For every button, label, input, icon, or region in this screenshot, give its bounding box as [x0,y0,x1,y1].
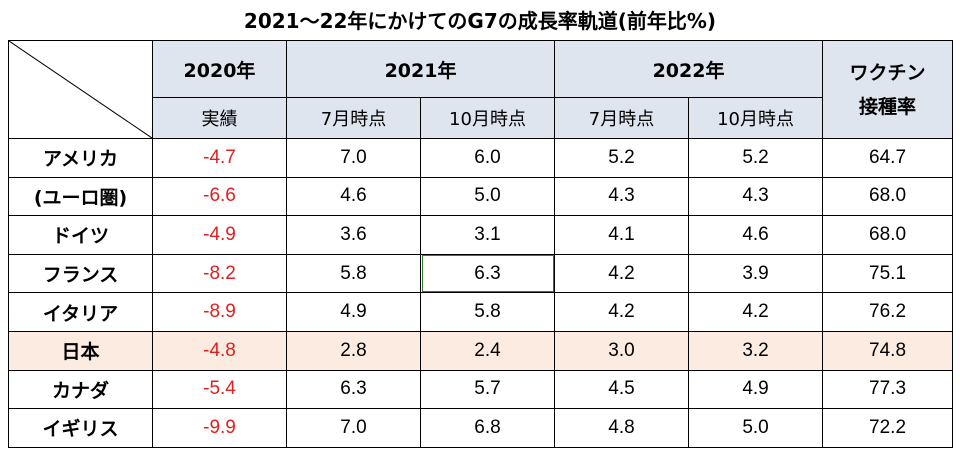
country-cell: ドイツ [8,215,153,255]
header-2022-oct: 10月時点 [688,97,824,139]
jul-2021-cell: 4.6 [286,176,421,217]
header-row-sub: 実績 7月時点 10月時点 7月時点 10月時点 [9,97,953,139]
actual-2020-cell: -4.7 [152,138,287,178]
jul-2021-cell: 3.6 [286,215,421,255]
oct-2022-cell: 4.6 [688,215,824,255]
country-cell: フランス [8,253,153,294]
jul-2022-cell: 4.3 [554,176,690,217]
header-vaccine-line2: 接種率 [859,95,917,118]
table-row: ドイツ -4.9 3.6 3.1 4.1 4.6 68.0 [8,215,954,255]
header-2022-jul: 7月時点 [554,97,690,139]
country-cell: イタリア [8,292,153,332]
oct-2021-cell: 6.0 [419,138,556,178]
jul-2022-cell: 4.2 [554,253,690,294]
oct-2022-cell: 4.9 [688,369,824,410]
header-2021-jul: 7月時点 [286,97,421,139]
actual-2020-cell: -9.9 [152,408,287,448]
header-vaccine: ワクチン 接種率 [822,40,954,139]
actual-2020-cell: -6.6 [152,176,287,217]
actual-2020-cell: -4.8 [152,330,287,371]
diagonal-line [9,41,152,138]
header-vaccine-line1: ワクチン [849,61,926,84]
oct-2022-cell: 3.9 [688,253,824,294]
country-cell: 日本 [8,330,153,371]
jul-2021-cell: 7.0 [286,138,421,178]
vaccine-cell: 75.1 [822,253,954,294]
growth-table: 2020年 2021年 2022年 ワクチン 接種率 実績 7月時点 10月時点… [8,40,954,448]
header-2022: 2022年 [554,40,824,98]
vaccine-cell: 64.7 [822,138,954,178]
jul-2022-cell: 4.5 [554,369,690,410]
oct-2021-cell: 5.7 [419,369,556,410]
table-row: カナダ -5.4 6.3 5.7 4.5 4.9 77.3 [8,369,954,410]
country-cell: (ユーロ圏) [8,176,153,217]
actual-2020-cell: -4.9 [152,215,287,255]
jul-2022-cell: 4.2 [554,292,690,332]
table-row: (ユーロ圏) -6.6 4.6 5.0 4.3 4.3 68.0 [8,176,954,217]
vaccine-cell: 77.3 [822,369,954,410]
table-row: イタリア -8.9 4.9 5.8 4.2 4.2 76.2 [8,292,954,332]
oct-2022-cell: 3.2 [688,330,824,371]
oct-2021-cell: 6.8 [419,408,556,448]
jul-2021-cell: 2.8 [286,330,421,371]
country-cell: イギリス [8,408,153,448]
oct-2022-cell: 5.2 [688,138,824,178]
oct-2021-cell: 5.8 [419,292,556,332]
table-row: イギリス -9.9 7.0 6.8 4.8 5.0 72.2 [8,408,954,448]
table-row-japan: 日本 -4.8 2.8 2.4 3.0 3.2 74.8 [8,330,954,371]
oct-2022-cell: 4.2 [688,292,824,332]
corner-cell [8,40,153,139]
vaccine-cell: 68.0 [822,215,954,255]
header-actual: 実績 [152,97,287,139]
oct-2021-cell: 2.4 [419,330,556,371]
country-cell: カナダ [8,369,153,410]
actual-2020-cell: -8.2 [152,253,287,294]
jul-2022-cell: 5.2 [554,138,690,178]
actual-2020-cell: -5.4 [152,369,287,410]
jul-2021-cell: 4.9 [286,292,421,332]
oct-2022-cell: 4.3 [688,176,824,217]
table-row: フランス -8.2 5.8 6.3 4.2 3.9 75.1 [8,253,954,294]
vaccine-cell: 72.2 [822,408,954,448]
header-row-years: 2020年 2021年 2022年 ワクチン 接種率 [8,40,954,139]
jul-2021-cell: 7.0 [286,408,421,448]
jul-2022-cell: 4.8 [554,408,690,448]
oct-2022-cell: 5.0 [688,408,824,448]
jul-2021-cell: 5.8 [286,253,421,294]
country-cell: アメリカ [8,138,153,178]
jul-2022-cell: 3.0 [554,330,690,371]
vaccine-cell: 76.2 [822,292,954,332]
chart-title: 2021～22年にかけてのG7の成長率軌道(前年比%) [243,9,717,33]
table-row: アメリカ -4.7 7.0 6.0 5.2 5.2 64.7 [8,138,954,178]
actual-2020-cell: -8.9 [152,292,287,332]
jul-2022-cell: 4.1 [554,215,690,255]
oct-2021-cell: 5.0 [419,176,556,217]
vaccine-cell: 68.0 [822,176,954,217]
oct-2021-cell: 3.1 [419,215,556,255]
header-2021: 2021年 [285,40,556,98]
header-2020: 2020年 [152,40,287,98]
header-2021-oct: 10月時点 [419,97,556,139]
selected-cell[interactable]: 6.3 [419,253,556,294]
vaccine-cell: 74.8 [822,330,954,371]
jul-2021-cell: 6.3 [286,369,421,410]
